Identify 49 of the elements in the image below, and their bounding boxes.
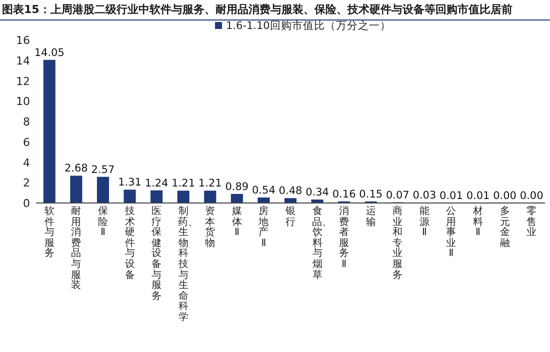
x-tick-label: 多元金融 [499, 206, 510, 250]
x-tick-label: 零售业 [526, 206, 538, 239]
text: 0.34 [306, 186, 329, 199]
x-tick-label: 技术硬件与设备 [124, 206, 136, 282]
text: 0.54 [252, 184, 276, 196]
x-tick-label: 保险Ⅱ [97, 206, 108, 239]
text: 0.00 [520, 190, 544, 202]
y-tick-label: 16 [16, 34, 30, 47]
x-tick-label: 耐用消费品与服装 [70, 206, 82, 292]
text: 0.00 [493, 190, 517, 202]
text: 1.24 [144, 177, 168, 190]
y-tick-label: 6 [23, 136, 30, 149]
x-tick-label: 资本货物 [204, 206, 216, 250]
text: 0.01 [440, 190, 463, 202]
y-tick-label: 2 [23, 176, 30, 190]
x-tick-label: 软件与服务 [44, 206, 55, 260]
x-tick-label: 商业和专业服务 [392, 206, 404, 282]
x-tick-label: 公用事业Ⅱ [446, 206, 457, 260]
legend-label: 1.6-1.10回购市值比（万分之一） [226, 19, 391, 32]
text: 2.57 [91, 164, 115, 176]
text: 0.89 [225, 180, 249, 193]
chart-title: 图表15：上周港股二级行业中软件与服务、耐用品消费与服装、保险、技术硬件与设备等回购市值比居前 [2, 3, 512, 16]
y-tick-label: 12 [16, 74, 30, 88]
text: 0.16 [332, 188, 356, 200]
text: 1.21 [172, 178, 196, 190]
text: 0.01 [466, 190, 490, 202]
y-tick-label: 8 [23, 116, 30, 128]
category-label: 制药、生物科技与生命科学 [178, 206, 198, 323]
text: 0.15 [359, 188, 383, 200]
text: 0.03 [412, 190, 436, 202]
text: 1.31 [118, 176, 142, 189]
x-tick-label: 材料Ⅱ [472, 206, 484, 239]
x-tick-label: 运输 [365, 206, 376, 228]
y-tick-label: 14 [16, 54, 30, 68]
text: 2.68 [64, 162, 88, 175]
x-tick-label: 能源Ⅱ [418, 206, 430, 239]
text: 0.48 [278, 185, 302, 198]
x-tick-label: 房地产Ⅱ [258, 206, 270, 250]
y-tick-label: 4 [23, 156, 30, 170]
x-tick-label: 消费者服务Ⅱ [338, 206, 350, 271]
y-tick-label: 0 [23, 197, 30, 210]
category-label: 医疗保健设备与服务 [152, 206, 162, 302]
text: 0.07 [386, 189, 410, 202]
text: 14.05 [34, 46, 64, 59]
x-tick-label: 媒体Ⅱ [231, 206, 242, 239]
x-tick-label: 银行 [285, 206, 296, 228]
x-tick-label: 食品、饮料与烟草 [312, 206, 332, 282]
y-tick-label: 10 [16, 95, 30, 108]
text: 1.21 [198, 178, 222, 190]
